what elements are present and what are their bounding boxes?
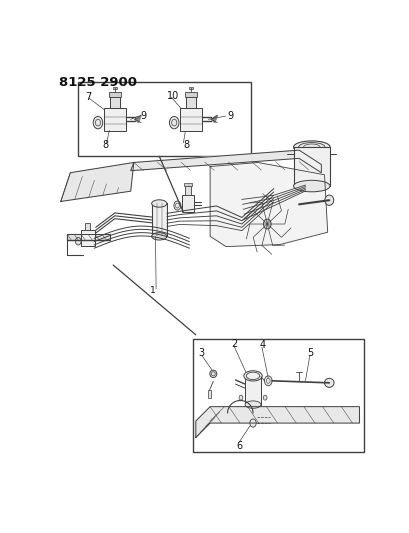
Bar xyxy=(110,96,119,108)
Polygon shape xyxy=(196,407,359,438)
Bar xyxy=(81,230,94,246)
Text: 5: 5 xyxy=(306,348,312,358)
Text: 10: 10 xyxy=(167,91,179,101)
Bar xyxy=(184,93,197,96)
Bar xyxy=(208,390,210,398)
Bar xyxy=(245,376,261,405)
Ellipse shape xyxy=(151,200,166,207)
Ellipse shape xyxy=(298,142,324,151)
Ellipse shape xyxy=(293,141,329,153)
Ellipse shape xyxy=(293,180,329,192)
Text: 9: 9 xyxy=(140,111,146,122)
Circle shape xyxy=(264,376,272,386)
Text: 8: 8 xyxy=(103,140,108,150)
Bar xyxy=(181,195,194,212)
Bar xyxy=(293,147,329,186)
Text: 8125 2900: 8125 2900 xyxy=(59,76,137,89)
Ellipse shape xyxy=(209,370,216,377)
Bar xyxy=(78,83,251,156)
Polygon shape xyxy=(210,163,327,247)
Text: 3: 3 xyxy=(198,348,204,358)
Text: 8: 8 xyxy=(183,140,189,150)
Ellipse shape xyxy=(243,371,262,381)
Polygon shape xyxy=(135,115,141,123)
Bar xyxy=(108,93,121,96)
Bar xyxy=(85,223,90,230)
Circle shape xyxy=(238,395,242,400)
Bar xyxy=(112,87,117,89)
Circle shape xyxy=(169,117,179,129)
Circle shape xyxy=(173,201,180,210)
Bar xyxy=(184,186,191,195)
Text: 9: 9 xyxy=(227,111,233,122)
Polygon shape xyxy=(130,150,321,173)
Bar xyxy=(180,108,202,131)
Bar xyxy=(189,87,193,89)
Circle shape xyxy=(263,395,266,400)
Circle shape xyxy=(249,419,256,427)
Polygon shape xyxy=(67,235,110,240)
Ellipse shape xyxy=(324,195,333,205)
Polygon shape xyxy=(211,115,217,123)
Bar xyxy=(192,339,363,452)
Circle shape xyxy=(93,117,103,129)
Text: 2: 2 xyxy=(231,339,237,349)
Bar xyxy=(103,108,126,131)
Text: 7: 7 xyxy=(85,92,91,102)
Ellipse shape xyxy=(151,232,166,240)
Bar xyxy=(151,204,166,236)
Text: 4: 4 xyxy=(259,340,265,350)
Text: 1: 1 xyxy=(149,286,155,295)
Bar xyxy=(183,183,191,186)
Circle shape xyxy=(263,219,270,229)
Ellipse shape xyxy=(324,378,333,387)
Circle shape xyxy=(75,238,81,245)
Bar xyxy=(186,96,196,108)
Text: 6: 6 xyxy=(236,441,242,450)
Ellipse shape xyxy=(245,401,261,408)
Polygon shape xyxy=(61,163,133,201)
